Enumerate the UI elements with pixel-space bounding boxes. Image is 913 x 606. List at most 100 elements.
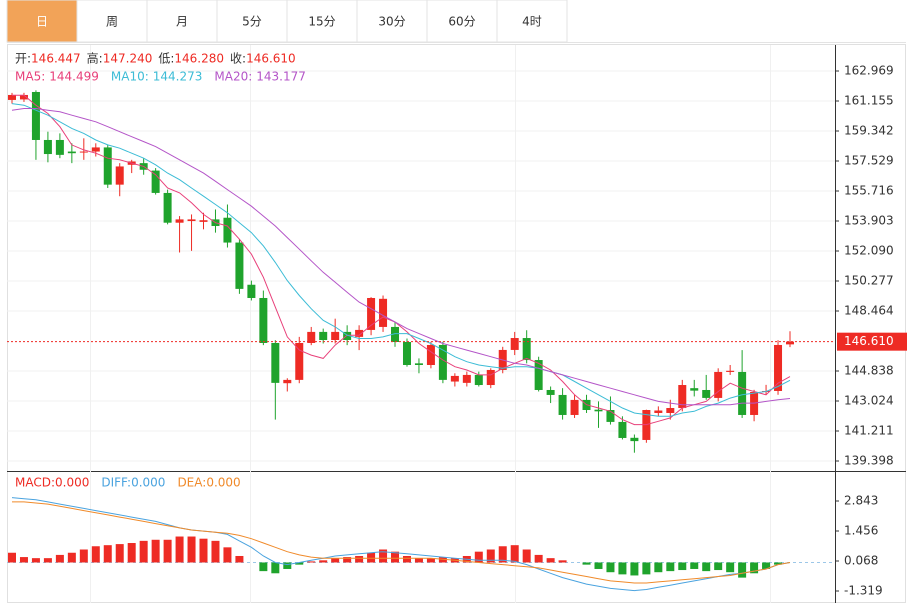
legend-value: 0.000 (131, 476, 165, 490)
candle-body (546, 389, 555, 395)
macd-bar (714, 562, 723, 571)
candle-body (175, 219, 184, 223)
macd-bar (486, 549, 495, 563)
candle-body (462, 374, 471, 383)
y-tick-label: 148.464 (844, 303, 894, 317)
candle-body (115, 166, 124, 185)
candle-body (510, 338, 519, 350)
macd-bar (151, 539, 160, 563)
macd-bar (426, 558, 435, 563)
macd-bar (139, 540, 148, 563)
macd-bar (187, 536, 196, 563)
macd-bar (522, 549, 531, 563)
tab-label: 30分 (378, 15, 405, 29)
candle-body (19, 94, 28, 100)
candle-body (379, 298, 388, 327)
macd-bar (414, 558, 423, 563)
tab[interactable]: 4时 (496, 0, 568, 43)
macd-bar (175, 536, 184, 563)
tab[interactable]: 60分 (426, 0, 498, 43)
candle-body (570, 399, 579, 415)
macd-bar (594, 562, 603, 569)
macd-bar (115, 544, 124, 563)
candle-body (343, 331, 352, 341)
candle-body (738, 371, 747, 415)
tab-background (216, 0, 288, 43)
y-tick-label: 144.838 (844, 363, 894, 377)
candle-body (486, 369, 495, 386)
candle-body (534, 360, 543, 390)
candle-body (8, 94, 16, 100)
tab-background (286, 0, 358, 43)
tab-label: 15分 (308, 15, 335, 29)
candle-body (91, 147, 100, 152)
candle-body (223, 217, 232, 243)
macd-bar (726, 562, 735, 573)
macd-bar (355, 555, 364, 563)
header-value: 146.280 (174, 52, 224, 66)
candle-body (259, 297, 268, 343)
candle-body (55, 139, 64, 155)
macd-bar (774, 562, 783, 565)
y-tick-label: 161.155 (844, 94, 894, 108)
y-tick-label: 143.024 (844, 394, 894, 408)
tab[interactable]: 月 (146, 0, 218, 43)
candle-body (151, 170, 160, 193)
y-tick-label: 153.903 (844, 213, 894, 227)
candle-body (678, 385, 687, 409)
macd-bar (55, 554, 64, 563)
tab-label: 日 (36, 15, 48, 29)
tab[interactable]: 15分 (286, 0, 358, 43)
legend-name: MA5: (15, 70, 45, 84)
macd-bar (762, 562, 771, 569)
macd-bar (235, 555, 244, 563)
macd-bar (678, 562, 687, 571)
macd-bar (534, 554, 543, 563)
macd-bar (211, 540, 220, 563)
macd-bar (343, 557, 352, 563)
macd-bar (43, 558, 52, 563)
tab-background (146, 0, 218, 43)
candle-body (522, 338, 531, 361)
candle-body (774, 344, 783, 391)
series-line (12, 501, 791, 584)
candle-body (247, 284, 256, 298)
candle-body (67, 151, 76, 154)
candle-body (558, 394, 567, 415)
y-tick-label: 2.843 (844, 493, 878, 507)
macd-bar (498, 546, 507, 563)
header-name: 收: (230, 52, 246, 66)
y-tick-label: 141.211 (844, 424, 894, 438)
y-tick-label: 0.068 (844, 554, 878, 568)
macd-bar (618, 562, 627, 575)
tab[interactable]: 日 (6, 0, 78, 43)
legend-value: 144.273 (153, 70, 203, 84)
macd-bar (379, 549, 388, 563)
candle-body (367, 297, 376, 330)
macd-bar (546, 558, 555, 563)
header-value: 146.447 (31, 52, 81, 66)
macd-bar (666, 562, 675, 572)
tab[interactable]: 周 (76, 0, 148, 43)
candle-body (319, 331, 328, 341)
candle-body (307, 331, 316, 343)
macd-bar (295, 562, 304, 565)
y-tick-label: 150.277 (844, 273, 894, 287)
macd-bar (642, 562, 651, 575)
y-tick-label: 152.090 (844, 243, 894, 257)
candle-body (199, 220, 208, 222)
tab-background (76, 0, 148, 43)
macd-bar (474, 551, 483, 563)
tab[interactable]: 30分 (356, 0, 428, 43)
candle-body (31, 91, 40, 140)
macd-bar (8, 552, 16, 563)
candle-body (594, 409, 603, 412)
header-value: 147.240 (103, 52, 153, 66)
candle-body (450, 375, 459, 382)
macd-bar (510, 545, 519, 563)
chart-frame (7, 44, 906, 603)
tab[interactable]: 5分 (216, 0, 288, 43)
series-line (11, 108, 791, 406)
macd-bar (367, 552, 376, 563)
